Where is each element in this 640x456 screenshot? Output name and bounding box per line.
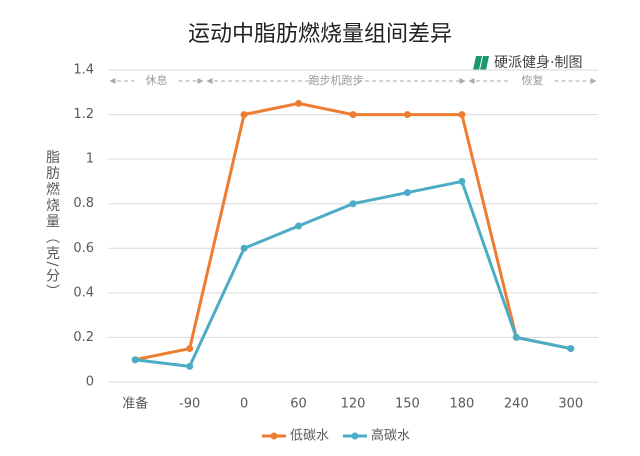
y-tick-label: 1 (86, 152, 94, 167)
phase-label: 恢复 (522, 73, 544, 87)
x-tick-label: 120 (341, 397, 366, 412)
series-line (135, 179, 572, 369)
y-tick-label: 1.4 (73, 63, 94, 78)
x-tick-label: 60 (290, 397, 307, 412)
point (403, 111, 411, 119)
y-tick-label: 0.6 (73, 241, 94, 256)
source-icon (473, 56, 489, 70)
point (186, 362, 194, 370)
x-tick-label: 准备 (122, 396, 148, 412)
legend-label: 低碳水 (290, 429, 329, 444)
y-tick-label: 0.2 (73, 330, 94, 345)
y-tick-label: 0 (86, 375, 94, 390)
y-axis-title: 脂肪燃烧量（克/分） (44, 150, 60, 301)
x-tick-label: 300 (558, 397, 583, 412)
series-line (134, 101, 572, 362)
point (295, 222, 303, 230)
x-tick-label: 180 (449, 397, 474, 412)
phase-label: 休息 (146, 73, 168, 87)
point (240, 111, 248, 119)
point (349, 200, 357, 208)
x-tick-label: 150 (395, 397, 420, 412)
point (567, 345, 575, 353)
x-tick-label: 240 (504, 397, 529, 412)
point (403, 189, 411, 197)
y-tick-label: 0.4 (73, 285, 94, 300)
y-tick-label: 1.2 (73, 107, 94, 122)
x-tick-label: 0 (240, 397, 248, 412)
point (240, 244, 248, 252)
x-tick-label: -90 (179, 397, 200, 412)
point (458, 111, 466, 119)
phase-label: 跑步机跑步 (309, 73, 364, 87)
point (186, 345, 194, 353)
source: 硬派健身·制图 (494, 55, 582, 71)
point (458, 177, 466, 185)
point (349, 111, 357, 119)
y-tick-label: 0.8 (73, 196, 94, 211)
point (512, 333, 520, 341)
legend-label: 高碳水 (371, 428, 410, 444)
chart-title: 运动中脂肪燃烧量组间差异 (188, 22, 452, 47)
point (295, 99, 303, 107)
legend-swatch (351, 432, 359, 440)
point (131, 356, 139, 364)
legend-swatch (270, 432, 278, 440)
